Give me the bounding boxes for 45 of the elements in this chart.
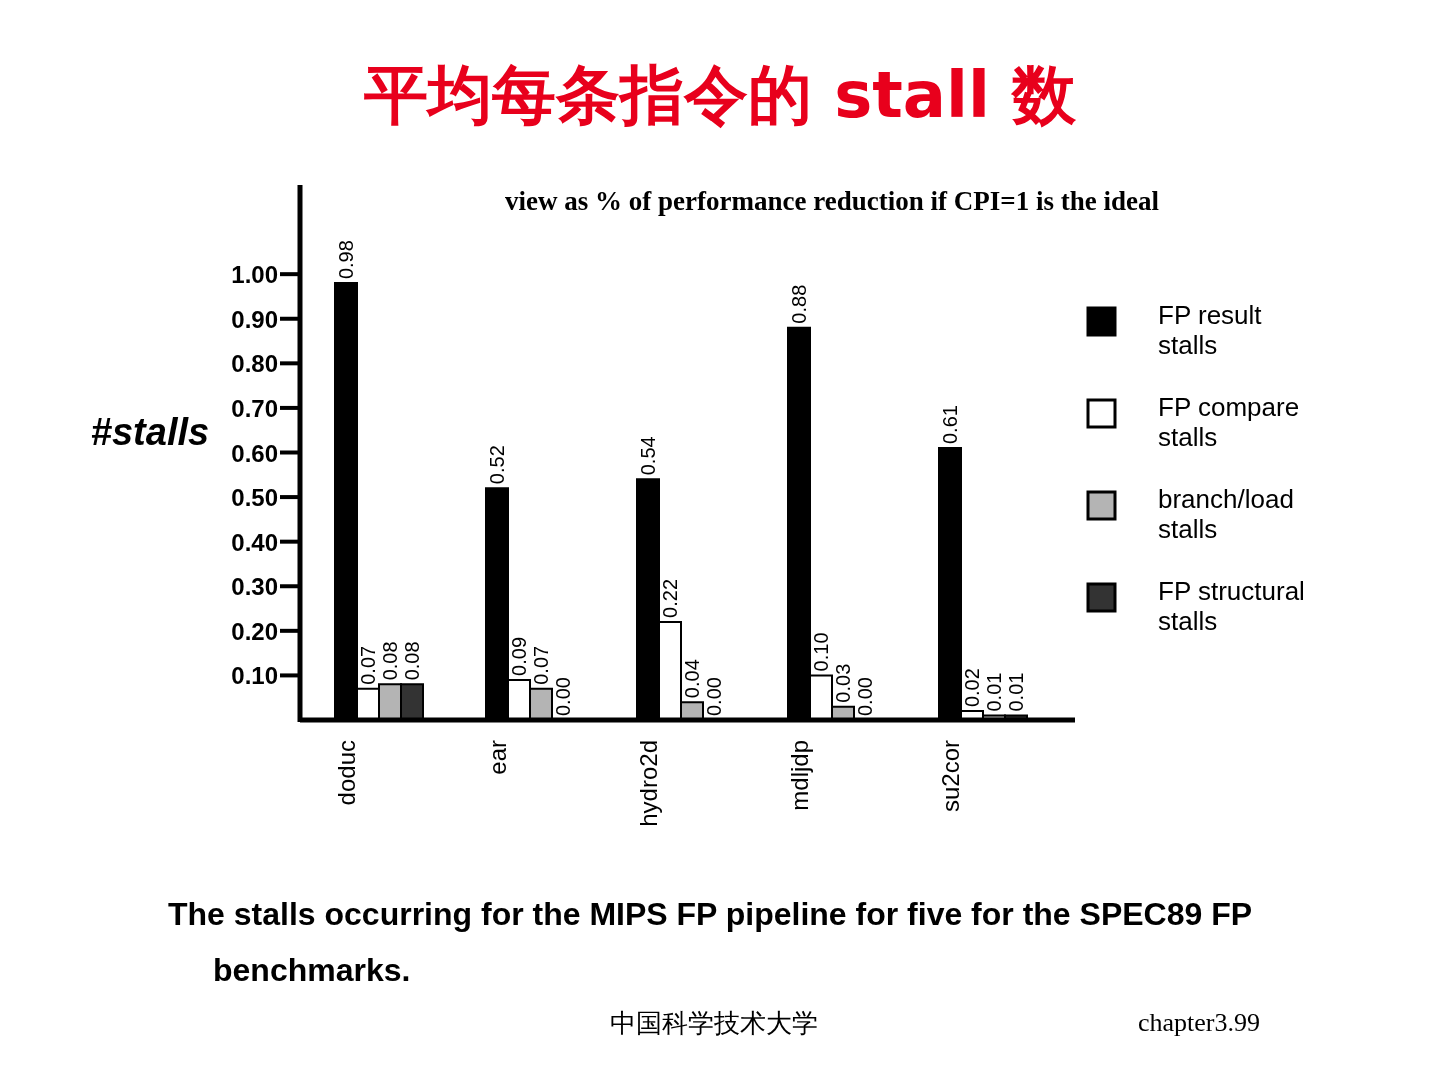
y-tick-label: 0.30	[231, 573, 278, 601]
data-label: 0.03	[832, 663, 854, 703]
y-tick-label: 0.40	[231, 528, 278, 556]
y-axis-title: #stalls	[90, 411, 210, 453]
legend-label: FP structural stalls	[1158, 576, 1305, 636]
text: The stalls occurring for the MIPS FP pipeline for five for the SPEC89 FP benchmarks.	[168, 895, 1253, 990]
y-tick-label: 0.10	[231, 662, 278, 690]
data-label: 0.08	[401, 641, 423, 681]
data-label: 0.00	[854, 677, 876, 716]
y-tick-label: 1.00	[231, 261, 278, 289]
data-label: 0.52	[486, 445, 508, 485]
data-label: 0.04	[681, 659, 703, 699]
data-label: 0.00	[552, 677, 574, 716]
y-tick-label: 0.90	[231, 305, 278, 333]
data-label: 0.22	[659, 578, 681, 618]
data-label: 0.88	[788, 284, 810, 324]
legend-label: FP result stalls	[1158, 300, 1263, 360]
x-tick-label: ear	[483, 739, 511, 775]
data-label: 0.00	[703, 677, 725, 716]
data-label: 0.01	[1005, 672, 1027, 712]
y-tick-label: 0.50	[231, 484, 278, 512]
x-tick-label: doduc	[332, 740, 360, 806]
data-label: 0.08	[379, 641, 401, 681]
x-tick-label: su2cor	[936, 740, 964, 813]
data-label: 0.02	[961, 668, 983, 708]
data-label: 0.10	[810, 632, 832, 672]
text: chapter3.99	[1138, 1008, 1261, 1038]
data-label: 0.07	[530, 645, 552, 685]
y-tick-label: 0.70	[231, 394, 278, 422]
data-label: 0.01	[983, 672, 1005, 712]
chart-subtitle: view as % of performance reduction if CPI=1 is the ideal	[505, 186, 1160, 216]
data-label: 0.54	[637, 436, 659, 476]
data-label: 0.98	[335, 240, 357, 280]
text: 中国科学技术大学	[610, 1007, 818, 1040]
y-tick-label: 0.20	[231, 617, 278, 645]
y-tick-label: 0.60	[231, 439, 278, 467]
data-label: 0.09	[508, 636, 530, 676]
x-tick-label: hydro2d	[634, 740, 662, 827]
legend-label: FP compare stalls	[1158, 392, 1300, 452]
data-label: 0.07	[357, 645, 379, 685]
data-label: 0.61	[939, 405, 961, 445]
chart-title: 平均每条指令的 stall 数	[362, 57, 1078, 134]
legend-label: branch/load stalls	[1158, 484, 1294, 544]
y-tick-label: 0.80	[231, 350, 278, 378]
x-tick-label: mdljdp	[785, 740, 813, 811]
